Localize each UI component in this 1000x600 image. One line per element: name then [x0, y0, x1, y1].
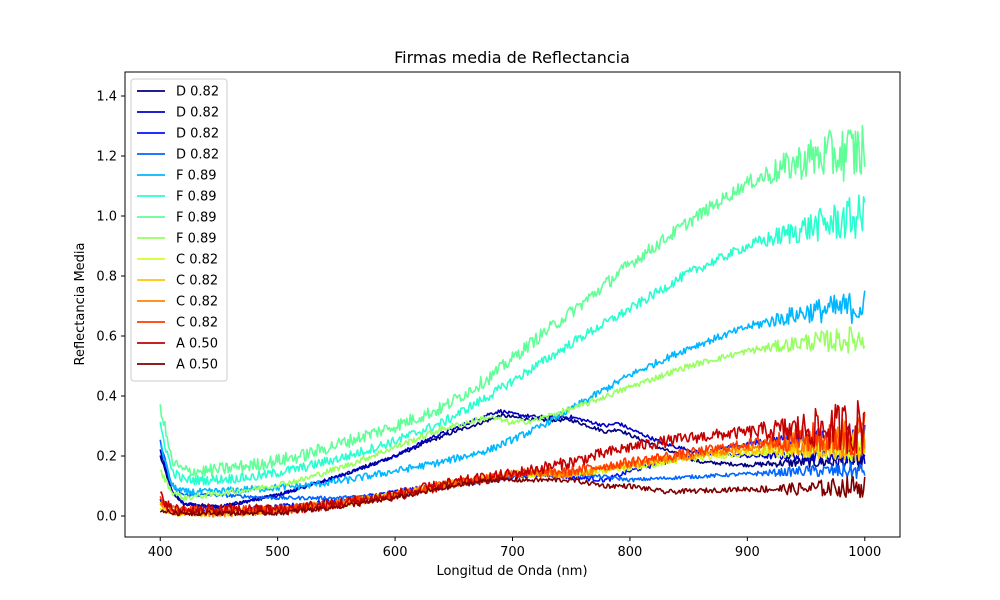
series-line-3: [159, 423, 866, 514]
legend-entry-label: D 0.82: [176, 127, 219, 142]
series-line-14: [159, 476, 866, 517]
series-line-2: [159, 408, 866, 509]
x-tick-label: 600: [383, 545, 408, 560]
legend-entry-label: A 0.50: [176, 337, 218, 352]
series-line-6: [159, 194, 866, 486]
series-line-13: [159, 400, 866, 517]
chart-title: Firmas media de Reflectancia: [394, 48, 630, 67]
y-tick-label: 0.2: [96, 450, 117, 465]
legend-entry-label: C 0.82: [176, 316, 218, 331]
x-tick-label: 400: [148, 545, 173, 560]
x-tick-label: 700: [500, 545, 525, 560]
y-tick-label: 1.4: [96, 90, 117, 105]
x-tick-label: 800: [618, 545, 643, 560]
legend-entry-label: D 0.82: [176, 106, 219, 121]
y-tick-label: 0.0: [96, 510, 117, 525]
y-axis-label: Reflectancia Media: [73, 243, 88, 366]
legend-entry-label: C 0.82: [176, 274, 218, 289]
x-axis-label: Longitud de Onda (nm): [436, 564, 587, 579]
y-tick-label: 0.4: [96, 390, 117, 405]
legend-entry-label: C 0.82: [176, 253, 218, 268]
legend-entry-label: D 0.82: [176, 148, 219, 163]
y-axis-ticks: 0.0 0.2 0.4 0.6 0.8 1.0 1.2 1.4: [96, 90, 125, 525]
x-tick-label: 500: [265, 545, 290, 560]
legend-entry-label: C 0.82: [176, 295, 218, 310]
legend-entry-label: F 0.89: [176, 169, 217, 184]
x-tick-label: 900: [735, 545, 760, 560]
series-line-11: [159, 419, 866, 518]
y-tick-label: 1.0: [96, 210, 117, 225]
y-tick-label: 1.2: [96, 150, 117, 165]
legend-entry-label: F 0.89: [176, 211, 217, 226]
legend-entry-label: F 0.89: [176, 232, 217, 247]
x-tick-label: 1000: [848, 545, 881, 560]
x-axis-ticks: 400 500 600 700 800 900 1000: [148, 537, 881, 560]
legend: D 0.82 D 0.82 D 0.82 D 0.82 F 0.89 F 0.89 F 0.…: [130, 78, 228, 382]
y-tick-label: 0.8: [96, 270, 117, 285]
series-line-8: [159, 326, 866, 502]
series-layer: [159, 124, 866, 518]
legend-entry-label: F 0.89: [176, 190, 217, 205]
legend-entry-label: D 0.82: [176, 85, 219, 100]
legend-entry-label: A 0.50: [176, 358, 218, 373]
series-line-7: [159, 124, 866, 479]
y-tick-label: 0.6: [96, 330, 117, 345]
